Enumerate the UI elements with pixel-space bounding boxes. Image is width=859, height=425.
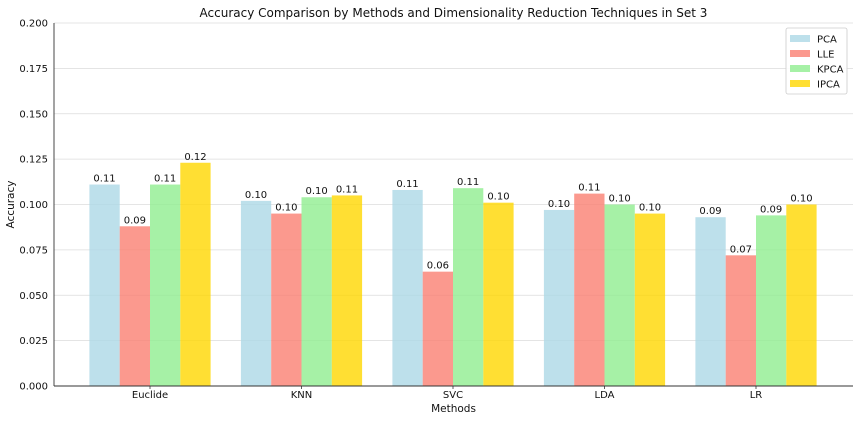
y-tick-label: 0.000 [19, 382, 48, 393]
legend-label: PCA [817, 35, 837, 46]
data-label: 0.11 [396, 179, 418, 190]
bar-kpca-lda [604, 204, 635, 386]
bar-kpca-lr [756, 215, 787, 386]
tick-labels: 0.000 0.025 0.050 0.075 0.100 0.125 0.150 0.175… [19, 19, 762, 402]
data-label: 0.09 [124, 215, 146, 226]
data-label: 0.09 [699, 206, 721, 217]
x-tick-label: SVC [443, 390, 463, 401]
data-label: 0.11 [93, 174, 115, 185]
data-label: 0.11 [578, 183, 600, 194]
bar-pca-euclide [89, 184, 120, 386]
data-label: 0.10 [609, 194, 631, 205]
data-label: 0.11 [457, 177, 479, 188]
y-tick-label: 0.175 [19, 64, 48, 75]
y-tick-label: 0.075 [19, 245, 48, 256]
legend-label: IPCA [817, 80, 840, 91]
legend-label: LLE [817, 50, 834, 61]
y-tick-label: 0.025 [19, 336, 48, 347]
bar-pca-knn [240, 200, 272, 386]
bars [89, 162, 817, 386]
bar-pca-svc [392, 189, 423, 386]
legend-box [785, 27, 848, 95]
bar-ipca-euclide [180, 162, 211, 386]
x-tick-label: KNN [291, 390, 313, 401]
data-label: 0.10 [639, 203, 661, 214]
data-labels: 0.11 0.09 0.11 0.12 0.10 0.10 0.10 0.11 0.11 0.06… [93, 152, 812, 272]
axes [53, 23, 853, 387]
legend: PCA LLE KPCA IPCA [785, 27, 848, 95]
bar-kpca-euclide [150, 184, 181, 386]
bar-ipca-lda [634, 213, 666, 386]
x-tick-label: LR [750, 390, 763, 401]
bar-lle-lda [574, 193, 605, 386]
y-tick-label: 0.050 [19, 291, 48, 302]
chart-title: Accuracy Comparison by Methods and Dimen… [200, 6, 708, 20]
x-tick-label: Euclide [132, 390, 168, 401]
legend-swatch-kpca [790, 65, 810, 72]
bar-ipca-lr [786, 204, 817, 386]
x-axis-label: Methods [431, 403, 476, 415]
bar-kpca-knn [301, 197, 332, 386]
data-label: 0.07 [730, 244, 752, 255]
bar-pca-lda [543, 209, 575, 386]
data-label: 0.06 [427, 261, 449, 272]
data-label: 0.10 [306, 186, 328, 197]
x-tick-label: LDA [595, 390, 615, 401]
bar-lle-euclide [119, 226, 150, 386]
legend-swatch-lle [790, 50, 810, 57]
bar-pca-lr [695, 217, 726, 386]
y-tick-label: 0.100 [19, 200, 48, 211]
legend-label: KPCA [817, 65, 844, 76]
data-label: 0.12 [184, 152, 206, 163]
bar-ipca-svc [483, 202, 514, 386]
data-label: 0.11 [154, 174, 176, 185]
y-axis-label: Accuracy [5, 181, 17, 229]
y-tick-label: 0.200 [19, 19, 48, 30]
bar-kpca-svc [453, 188, 484, 386]
data-label: 0.10 [548, 199, 570, 210]
data-label: 0.10 [245, 190, 267, 201]
legend-swatch-pca [790, 35, 810, 42]
bar-lle-lr [725, 255, 756, 386]
bar-lle-knn [271, 213, 302, 386]
data-label: 0.10 [790, 194, 812, 205]
bar-ipca-knn [331, 195, 363, 386]
data-label: 0.10 [275, 203, 297, 214]
data-label: 0.11 [336, 184, 358, 195]
data-label: 0.10 [487, 192, 509, 203]
bar-lle-svc [422, 271, 453, 386]
legend-swatch-ipca [790, 80, 810, 87]
data-label: 0.09 [760, 204, 782, 215]
y-tick-label: 0.150 [19, 109, 48, 120]
y-tick-label: 0.125 [19, 155, 48, 166]
